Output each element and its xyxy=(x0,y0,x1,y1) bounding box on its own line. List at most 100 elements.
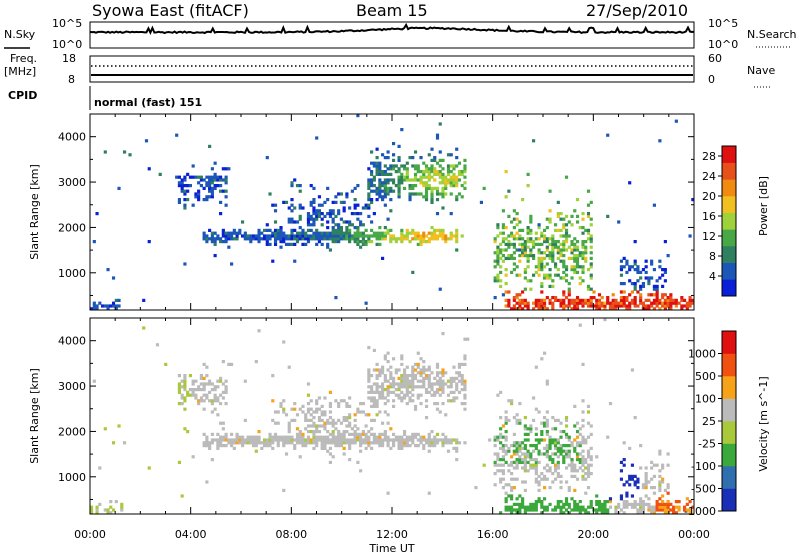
data-cell xyxy=(512,226,516,230)
data-cell xyxy=(265,444,269,448)
data-cell xyxy=(208,228,212,232)
data-cell xyxy=(430,371,434,375)
data-cell xyxy=(570,460,574,464)
data-cell xyxy=(460,362,464,366)
data-cell xyxy=(356,184,360,188)
data-cell xyxy=(543,298,547,302)
data-cell xyxy=(628,446,632,450)
data-cell xyxy=(504,418,508,422)
data-cell xyxy=(293,438,297,442)
data-cell xyxy=(578,460,582,464)
data-cell xyxy=(548,301,552,305)
data-cell xyxy=(306,410,311,414)
data-cell xyxy=(416,385,420,389)
data-cell xyxy=(449,153,453,157)
data-cell xyxy=(512,307,516,311)
data-cell xyxy=(512,256,516,260)
data-cell xyxy=(600,304,604,308)
data-cell xyxy=(433,438,437,442)
data-cell xyxy=(208,399,212,403)
data-cell xyxy=(501,472,505,476)
data-cell xyxy=(249,438,253,442)
data-cell xyxy=(306,407,311,411)
data-cell xyxy=(606,435,610,439)
data-cell xyxy=(551,307,555,311)
data-cell xyxy=(532,301,536,305)
data-cell xyxy=(526,452,530,456)
data-cell xyxy=(326,234,330,238)
data-cell xyxy=(551,508,555,512)
data-cell xyxy=(512,268,516,272)
data-cell xyxy=(213,254,217,258)
data-cell xyxy=(339,217,343,221)
data-cell xyxy=(177,402,181,406)
data-cell xyxy=(556,474,560,478)
data-cell xyxy=(570,298,574,302)
data-cell xyxy=(666,483,670,487)
data-cell xyxy=(551,416,555,420)
data-cell xyxy=(507,189,511,193)
data-cell xyxy=(545,276,549,280)
data-cell xyxy=(422,161,426,165)
data-cell xyxy=(570,276,574,280)
data-cell xyxy=(254,444,258,448)
data-cell xyxy=(219,189,223,193)
data-cell xyxy=(419,156,423,160)
data-cell xyxy=(652,307,656,311)
data-cell xyxy=(334,231,338,235)
data-cell xyxy=(359,432,363,436)
data-cell xyxy=(282,410,286,414)
data-cell xyxy=(559,242,563,246)
data-cell xyxy=(378,167,382,171)
data-cell xyxy=(408,396,412,400)
data-cell xyxy=(543,421,547,425)
data-cell xyxy=(416,192,420,196)
data-cell xyxy=(683,298,687,302)
data-cell xyxy=(556,463,560,467)
data-cell xyxy=(510,463,514,467)
data-cell xyxy=(567,287,571,291)
data-cell xyxy=(529,424,533,428)
data-cell xyxy=(526,184,530,188)
data-cell xyxy=(438,379,442,383)
data-cell xyxy=(655,287,659,291)
data-cell xyxy=(411,231,415,235)
data-cell xyxy=(543,237,547,241)
data-cell xyxy=(350,223,354,227)
data-cell xyxy=(364,438,368,442)
data-cell xyxy=(655,508,659,512)
data-cell xyxy=(191,203,195,207)
data-cell xyxy=(449,170,453,174)
data-cell xyxy=(334,421,338,425)
data-cell xyxy=(652,511,656,515)
data-cell xyxy=(523,287,527,291)
data-cell xyxy=(424,198,429,202)
data-cell xyxy=(548,502,552,506)
data-cell xyxy=(334,214,338,218)
data-cell xyxy=(411,237,415,241)
data-cell xyxy=(265,156,269,160)
data-cell xyxy=(375,170,379,174)
data-cell xyxy=(586,452,591,456)
data-cell xyxy=(397,382,401,386)
data-cell xyxy=(526,256,530,260)
data-cell xyxy=(375,234,379,238)
data-cell xyxy=(523,480,527,484)
data-cell xyxy=(210,432,214,436)
data-cell xyxy=(677,508,681,512)
data-cell xyxy=(186,430,190,434)
data-cell xyxy=(553,228,558,232)
data-cell xyxy=(326,242,330,246)
data-cell xyxy=(422,195,426,199)
data-cell xyxy=(548,268,552,272)
data-cell xyxy=(287,421,291,425)
data-cell xyxy=(523,427,527,431)
data-cell xyxy=(510,444,514,448)
data-cell xyxy=(392,404,396,408)
data-cell xyxy=(419,368,423,372)
data-cell xyxy=(295,413,300,417)
data-cell xyxy=(331,424,335,428)
data-cell xyxy=(633,500,637,504)
data-cell xyxy=(271,374,275,378)
data-cell xyxy=(213,388,217,392)
